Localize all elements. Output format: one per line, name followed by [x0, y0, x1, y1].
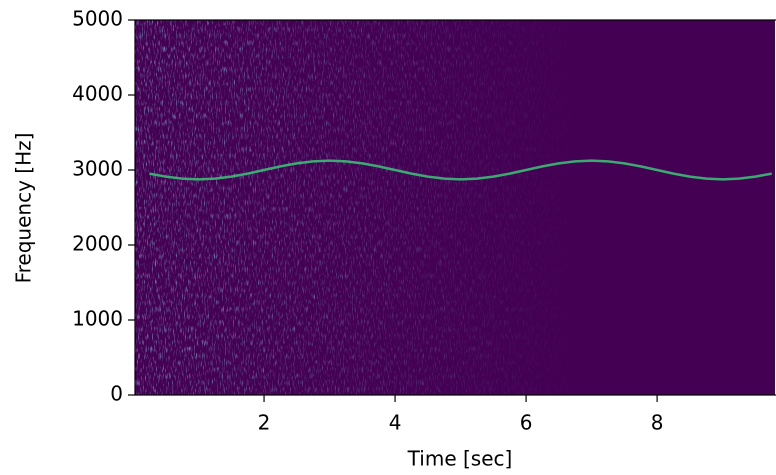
y-tick-label: 2000 — [72, 232, 123, 256]
x-tick-label: 8 — [651, 411, 664, 435]
noise-texture — [135, 20, 775, 395]
tone-ridge — [149, 159, 772, 181]
x-tick-label: 6 — [520, 411, 533, 435]
x-tick-label: 4 — [389, 411, 402, 435]
y-axis-label: Frequency [Hz] — [12, 133, 36, 284]
x-axis-label: Time [sec] — [407, 447, 513, 471]
axes-frame — [134, 19, 776, 396]
y-tick-label: 4000 — [72, 82, 123, 106]
x-tick-label: 2 — [258, 411, 271, 435]
y-tick-label: 1000 — [72, 307, 123, 331]
y-tick-label: 3000 — [72, 157, 123, 181]
y-tick-label: 0 — [110, 382, 123, 406]
y-tick-label: 5000 — [72, 7, 123, 31]
